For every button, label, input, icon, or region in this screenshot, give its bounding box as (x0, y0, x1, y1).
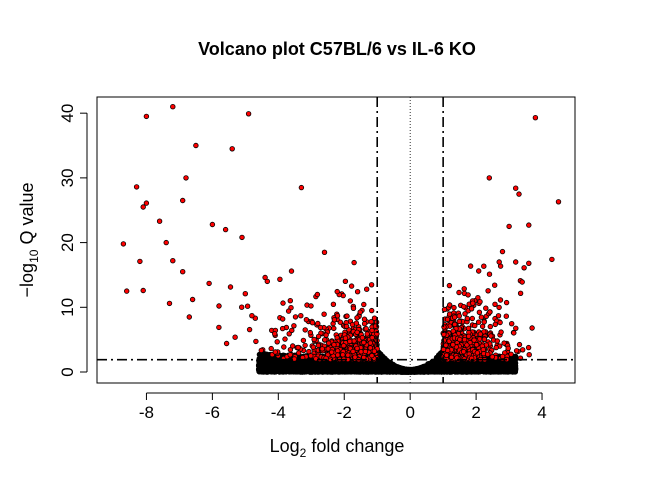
points-layer (120, 103, 562, 375)
nonsignificant-point (354, 367, 360, 374)
x-tick-label: -2 (337, 403, 352, 422)
nonsignificant-point (459, 369, 465, 375)
nonsignificant-point (316, 365, 323, 372)
nonsignificant-point (379, 363, 385, 369)
nonsignificant-point (291, 364, 297, 371)
y-tick-label: 10 (58, 298, 77, 317)
nonsignificant-point (510, 363, 517, 370)
nonsignificant-point (257, 352, 263, 358)
nonsignificant-point (287, 366, 293, 372)
nonsignificant-point (359, 366, 365, 372)
y-tick-label: 20 (58, 233, 77, 252)
y-tick-label: 30 (58, 168, 77, 187)
nonsignificant-point (281, 363, 287, 369)
y-tick-label: 0 (58, 367, 77, 376)
nonsignificant-point (416, 368, 422, 374)
nonsignificant-point (363, 366, 370, 372)
x-tick-label: 4 (537, 403, 546, 422)
nonsignificant-point (298, 367, 305, 373)
nonsignificant-point (476, 361, 482, 368)
x-tick-label: 0 (405, 403, 414, 422)
x-tick-label: -6 (205, 403, 220, 422)
nonsignificant-point (260, 367, 266, 373)
x-tick-label: 2 (471, 403, 480, 422)
nonsignificant-point (391, 366, 397, 372)
nonsignificant-point (465, 364, 471, 370)
chart-title: Volcano plot C57BL/6 vs IL-6 KO (198, 39, 476, 59)
nonsignificant-point (351, 361, 358, 367)
x-tick-label: -8 (139, 403, 154, 422)
nonsignificant-point (274, 360, 281, 366)
nonsignificant-point (323, 366, 330, 372)
x-tick-label: -4 (271, 403, 286, 422)
nonsignificant-point (425, 368, 431, 375)
nonsignificant-point (492, 361, 498, 367)
nonsignificant-point (457, 364, 464, 370)
nonsignificant-point (487, 365, 493, 371)
y-tick-label: 40 (58, 104, 77, 123)
